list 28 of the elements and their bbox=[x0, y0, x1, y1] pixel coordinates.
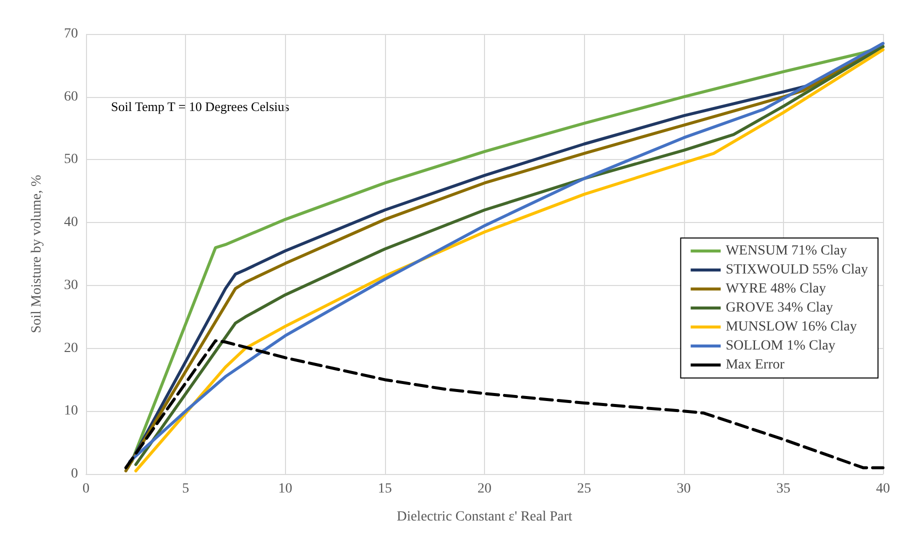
x-tick-label: 40 bbox=[876, 482, 890, 496]
legend-label: WYRE 48% Clay bbox=[726, 282, 826, 296]
x-axis-title: Dielectric Constant ε' Real Part bbox=[396, 510, 572, 524]
x-tick-label: 15 bbox=[378, 482, 392, 496]
legend-label: GROVE 34% Clay bbox=[726, 300, 834, 316]
x-tick-label: 10 bbox=[278, 482, 292, 496]
x-tick-label: 30 bbox=[676, 482, 691, 496]
annotation: Soil Temp T = 10 Degrees Celsius bbox=[111, 99, 290, 114]
y-axis-title: Soil Moisture by volume, % bbox=[30, 174, 44, 334]
x-tick-label: 35 bbox=[776, 482, 790, 496]
legend-label: STIXWOULD 55% Clay bbox=[726, 262, 868, 278]
x-tick-label: 25 bbox=[577, 482, 592, 496]
y-tick-label: 70 bbox=[64, 26, 78, 42]
x-tick-label: 20 bbox=[478, 482, 492, 496]
line-series bbox=[124, 339, 884, 470]
x-tick-label: 0 bbox=[82, 482, 90, 496]
x-tick-label: 5 bbox=[182, 482, 190, 496]
y-tick-label: 30 bbox=[64, 278, 78, 293]
y-tick-label: 60 bbox=[64, 89, 78, 104]
y-tick-label: 20 bbox=[64, 340, 78, 356]
legend-label: SOLLOM 1% Clay bbox=[726, 338, 836, 354]
y-tick-label: 50 bbox=[64, 152, 78, 168]
legend-label: Max Error bbox=[726, 358, 785, 372]
legend-label: WENSUM 71% Clay bbox=[726, 244, 848, 258]
y-tick-label: 40 bbox=[64, 215, 78, 230]
legend-label: MUNSLOW 16% Clay bbox=[726, 320, 857, 334]
y-tick-label: 0 bbox=[71, 466, 78, 482]
y-tick-label: 10 bbox=[64, 404, 78, 419]
